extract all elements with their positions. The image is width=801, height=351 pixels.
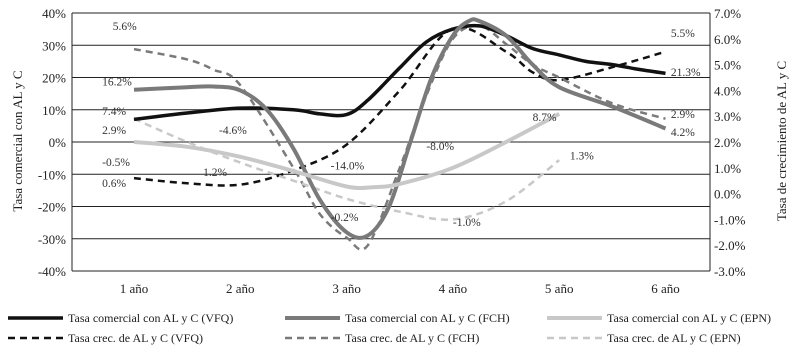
data-label: 4.2%: [671, 127, 695, 139]
series-line-3: [133, 26, 666, 187]
right-axis-title: Tasa de crecimiento de AL y C: [774, 61, 789, 221]
right-tick-label: 0.0%: [714, 187, 741, 202]
right-tick-label: 7.0%: [714, 6, 741, 21]
left-tick-label: -20%: [38, 200, 66, 215]
right-tick-label: -2.0%: [714, 238, 746, 253]
legend-entry: Tasa comercial con AL y C (EPN): [607, 311, 771, 325]
legend: Tasa comercial con AL y C (VFQ) Tasa come…: [8, 311, 771, 345]
left-tick-label: 30%: [42, 38, 66, 53]
right-tick-label: 5.0%: [714, 58, 741, 73]
right-tick-label: 6.0%: [714, 32, 741, 47]
data-label: 7.4%: [102, 106, 126, 118]
data-label: 2.9%: [102, 125, 126, 137]
series-lines: [133, 17, 667, 251]
series-line-2: [133, 112, 561, 191]
x-tick-label: 3 año: [332, 281, 361, 296]
data-label: -0.5%: [102, 157, 130, 169]
left-tick-label: 20%: [42, 71, 66, 86]
right-tick-label: 4.0%: [714, 83, 741, 98]
x-tick-label: 6 año: [651, 281, 680, 296]
data-label: 0.6%: [102, 178, 126, 190]
left-tick-label: -40%: [38, 264, 66, 279]
x-tick-label: 4 año: [439, 281, 468, 296]
data-label: -8.0%: [426, 141, 454, 153]
data-label: -14.0%: [331, 160, 365, 172]
data-label: 2.9%: [671, 109, 695, 121]
data-label: -1.0%: [453, 217, 481, 229]
data-label: 8.7%: [533, 112, 557, 124]
data-label: 1.2%: [203, 167, 227, 179]
x-tick-label: 2 año: [226, 281, 255, 296]
left-axis-title: Tasa comercial con AL y C: [10, 70, 25, 211]
left-tick-label: 0%: [49, 135, 67, 150]
series-line-0: [133, 23, 666, 122]
data-label: 16.2%: [102, 77, 132, 89]
legend-entry: Tasa comercial con AL y C (FCH): [345, 311, 510, 325]
data-label: -0.2%: [331, 212, 359, 224]
x-axis-ticks: 1 año 2 año 3 año 4 año 5 año 6 año: [120, 281, 680, 296]
right-tick-label: 3.0%: [714, 109, 741, 124]
legend-entry: Tasa crec. de AL y C (VFQ): [68, 331, 203, 345]
right-tick-label: 1.0%: [714, 161, 741, 176]
legend-entry: Tasa crec. de AL y C (EPN): [607, 331, 741, 345]
data-label: -4.6%: [219, 125, 247, 137]
left-tick-label: 40%: [42, 6, 66, 21]
right-axis-ticks: 7.0% 6.0% 5.0% 4.0% 3.0% 2.0% 1.0% 0.0% -1.0% -2.…: [714, 6, 746, 279]
gridlines: [72, 12, 710, 272]
right-tick-label: 2.0%: [714, 135, 741, 150]
series-line-4: [133, 24, 666, 251]
data-label: 1.3%: [570, 151, 594, 163]
data-label: 21.3%: [671, 67, 701, 79]
left-tick-label: -30%: [38, 232, 66, 247]
left-tick-label: 10%: [42, 103, 66, 118]
right-tick-label: -3.0%: [714, 264, 746, 279]
left-axis-ticks: 40% 30% 20% 10% 0% -10% -20% -30% -40%: [38, 6, 66, 279]
x-tick-label: 1 año: [120, 281, 149, 296]
legend-entry: Tasa comercial con AL y C (VFQ): [68, 311, 233, 325]
data-labels: 5.6% 16.2% 7.4% 2.9% -0.5% 1.2% 0.6% -4.6% -14.0…: [102, 21, 701, 229]
data-label: 5.5%: [671, 28, 695, 40]
x-tick-label: 5 año: [545, 281, 574, 296]
legend-entry: Tasa crec. de AL y C (FCH): [345, 331, 479, 345]
data-label: 5.6%: [113, 21, 137, 33]
left-tick-label: -10%: [38, 167, 66, 182]
series-line-1: [133, 17, 667, 240]
right-tick-label: -1.0%: [714, 212, 746, 227]
